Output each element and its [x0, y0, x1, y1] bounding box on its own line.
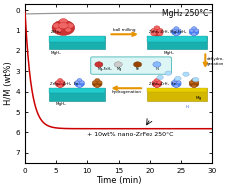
- Text: MgH₂ 250°C: MgH₂ 250°C: [162, 9, 209, 18]
- X-axis label: Time (min): Time (min): [96, 176, 141, 185]
- Text: + 10wt% nano-ZrFe₂ 250°C: + 10wt% nano-ZrFe₂ 250°C: [87, 132, 173, 137]
- Y-axis label: H/M (wt%): H/M (wt%): [4, 62, 13, 105]
